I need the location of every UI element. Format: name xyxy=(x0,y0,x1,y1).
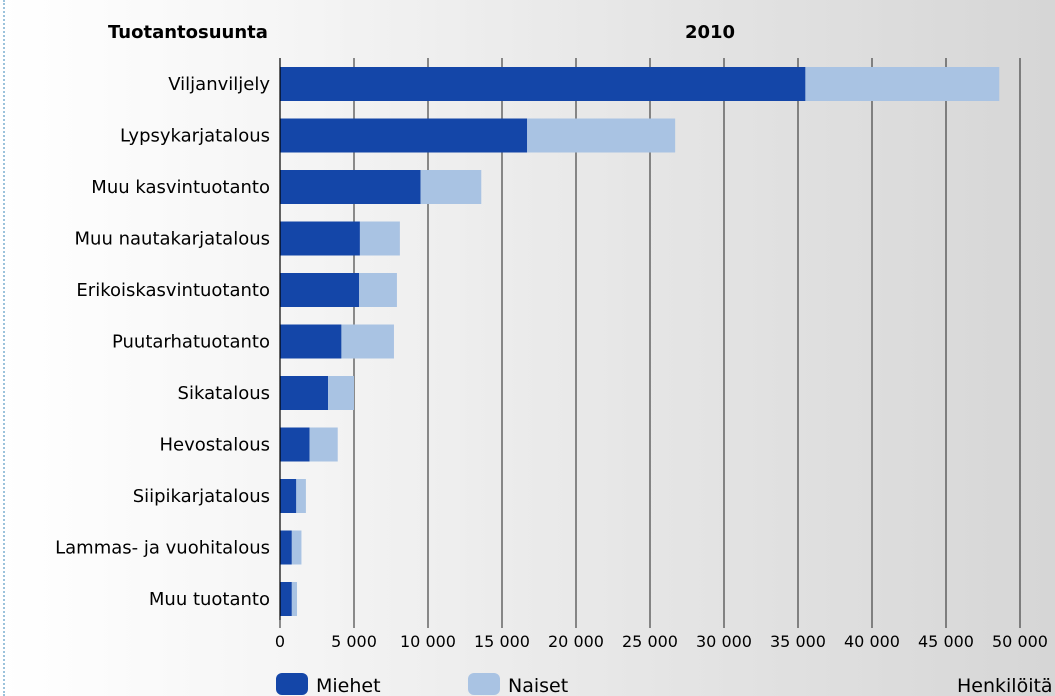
x-tick-labels: 0 5 000 10 000 15 000 20 000 25 000 30 000 35 0… xyxy=(275,632,1048,651)
x-tick-label: 25 000 xyxy=(622,632,678,651)
bar-naiset xyxy=(420,170,482,204)
bar-naiset xyxy=(291,582,298,616)
x-tick-label: 20 000 xyxy=(548,632,604,651)
bar-miehet xyxy=(280,530,292,565)
category-label: Muu kasvintuotanto xyxy=(91,177,270,198)
category-label: Hevostalous xyxy=(159,435,270,456)
category-labels: Viljanviljely Lypsykarjatalous Muu kasvint… xyxy=(55,74,270,610)
bar-miehet xyxy=(280,170,421,204)
bar-miehet xyxy=(280,582,292,616)
bar-naiset xyxy=(291,530,302,565)
bar-naiset xyxy=(296,479,306,513)
legend-swatch-miehet xyxy=(276,673,308,695)
legend-label-miehet: Miehet xyxy=(316,675,381,696)
bar-miehet xyxy=(280,273,360,307)
bar-miehet xyxy=(280,324,342,359)
legend-label-naiset: Naiset xyxy=(508,675,568,696)
x-tick-label: 15 000 xyxy=(474,632,530,651)
bars xyxy=(280,67,1000,616)
category-axis-title: Tuotantosuunta xyxy=(108,22,268,43)
bar-miehet xyxy=(280,221,360,256)
x-tick-label: 0 xyxy=(275,632,285,651)
category-label: Sikatalous xyxy=(178,383,270,404)
legend-swatch-naiset xyxy=(468,673,500,695)
bar-naiset xyxy=(341,324,394,359)
category-label: Muu nautakarjatalous xyxy=(75,229,270,250)
x-tick-label: 10 000 xyxy=(400,632,456,651)
bar-naiset xyxy=(359,221,400,256)
bar-naiset xyxy=(328,376,354,410)
x-tick-label: 40 000 xyxy=(844,632,900,651)
x-tick-label: 35 000 xyxy=(770,632,826,651)
category-label: Lypsykarjatalous xyxy=(120,126,270,147)
category-label: Lammas- ja vuohitalous xyxy=(55,538,270,559)
x-axis-label: Henkilöitä xyxy=(957,675,1053,696)
bar-miehet xyxy=(280,427,310,462)
x-tick-label: 30 000 xyxy=(696,632,752,651)
chart-title: 2010 xyxy=(685,22,735,43)
bar-naiset xyxy=(527,118,676,153)
x-tick-label: 5 000 xyxy=(331,632,377,651)
bar-naiset xyxy=(359,273,397,307)
dotted-border-left xyxy=(3,0,5,696)
category-label: Puutarhatuotanto xyxy=(112,332,270,353)
legend: Miehet Naiset xyxy=(276,673,568,696)
bar-miehet xyxy=(280,376,329,410)
bar-miehet xyxy=(280,479,297,513)
category-label: Erikoiskasvintuotanto xyxy=(76,280,270,301)
category-label: Muu tuotanto xyxy=(149,589,270,610)
category-label: Viljanviljely xyxy=(168,74,270,95)
x-tick-label: 45 000 xyxy=(918,632,974,651)
category-label: Siipikarjatalous xyxy=(133,486,270,507)
x-tick-label: 50 000 xyxy=(992,632,1048,651)
bar-miehet xyxy=(280,118,528,153)
bar-miehet xyxy=(280,67,806,101)
bar-naiset xyxy=(309,427,338,462)
bar-naiset xyxy=(805,67,1000,101)
